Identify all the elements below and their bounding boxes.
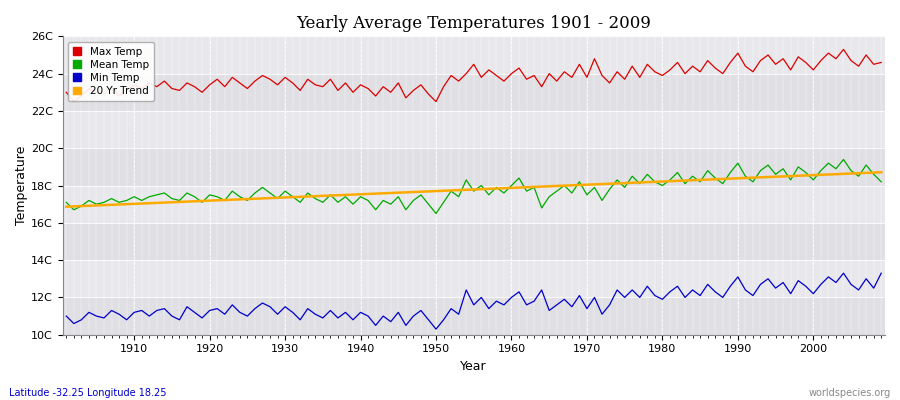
Bar [62, 186, 885, 223]
Bar [62, 260, 885, 298]
Bar [62, 74, 885, 111]
Bar [62, 36, 885, 74]
Bar [62, 148, 885, 186]
Bar [62, 223, 885, 260]
X-axis label: Year: Year [461, 360, 487, 373]
Text: Latitude -32.25 Longitude 18.25: Latitude -32.25 Longitude 18.25 [9, 388, 166, 398]
Title: Yearly Average Temperatures 1901 - 2009: Yearly Average Temperatures 1901 - 2009 [296, 15, 652, 32]
Bar [62, 111, 885, 148]
Y-axis label: Temperature: Temperature [15, 146, 28, 225]
Legend: Max Temp, Mean Temp, Min Temp, 20 Yr Trend: Max Temp, Mean Temp, Min Temp, 20 Yr Tre… [68, 42, 154, 101]
Text: worldspecies.org: worldspecies.org [809, 388, 891, 398]
Bar [62, 298, 885, 335]
